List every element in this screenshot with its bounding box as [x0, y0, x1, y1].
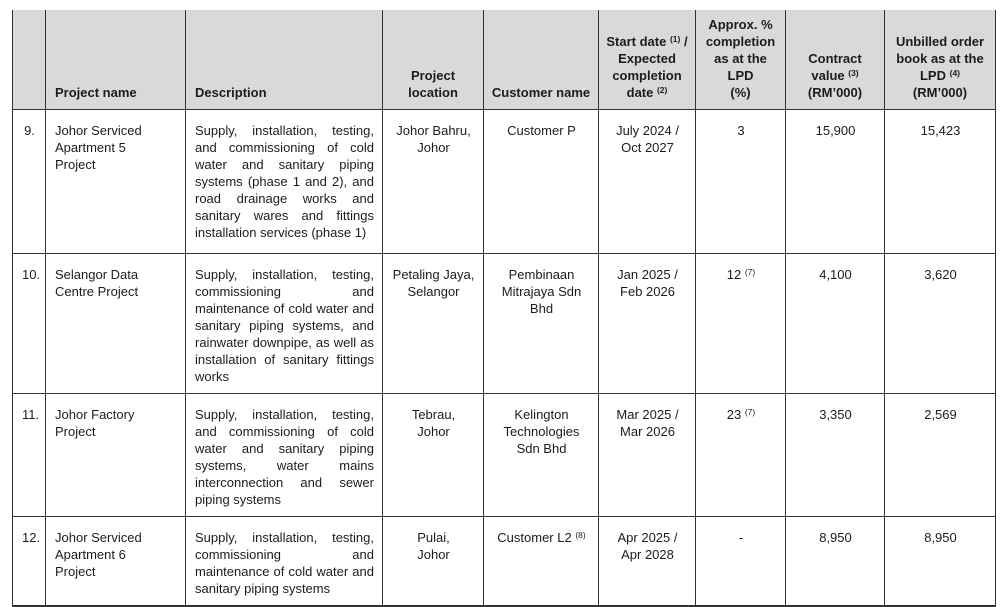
customer-name-cell: Customer L2 (8) [483, 516, 599, 607]
project-location-cell: Johor Bahru, Johor [382, 109, 484, 254]
unbilled-order-book-cell: 2,569 [884, 393, 996, 517]
project-name-cell: Selangor Data Centre Project [45, 253, 186, 394]
description-cell: Supply, installation, testing, commissio… [185, 516, 383, 607]
document-page: Project name Description Project locatio… [12, 10, 996, 607]
th-start-expected-date: Start date (1) / Expected completion dat… [598, 10, 696, 110]
description-cell: Supply, installation, testing, and commi… [185, 109, 383, 254]
project-location-cell: Pulai, Johor [382, 516, 484, 607]
th-project-location: Project location [382, 10, 484, 110]
table-row: 11. Johor Factory Project Supply, instal… [12, 393, 996, 517]
dates-cell: July 2024 / Oct 2027 [598, 109, 696, 254]
th-description: Description [185, 10, 383, 110]
percent-completion-cell: 3 [695, 109, 786, 254]
unbilled-order-book-cell: 8,950 [884, 516, 996, 607]
table-row: 9. Johor Serviced Apartment 5 Project Su… [12, 109, 996, 254]
table-body: 9. Johor Serviced Apartment 5 Project Su… [12, 109, 996, 607]
dates-cell: Mar 2025 / Mar 2026 [598, 393, 696, 517]
contract-value-cell: 8,950 [785, 516, 885, 607]
row-number-cell: 12. [12, 516, 46, 607]
table-row: 12. Johor Serviced Apartment 6 Project S… [12, 516, 996, 607]
table-row: 10. Selangor Data Centre Project Supply,… [12, 253, 996, 394]
project-name-cell: Johor Serviced Apartment 5 Project [45, 109, 186, 254]
th-customer-name: Customer name [483, 10, 599, 110]
contract-value-cell: 15,900 [785, 109, 885, 254]
unbilled-order-book-cell: 3,620 [884, 253, 996, 394]
percent-completion-cell: 23 (7) [695, 393, 786, 517]
description-cell: Supply, installation, testing, commissio… [185, 253, 383, 394]
customer-name-cell: Kelington Technologies Sdn Bhd [483, 393, 599, 517]
percent-completion-cell: 12 (7) [695, 253, 786, 394]
project-location-cell: Petaling Jaya, Selangor [382, 253, 484, 394]
header-row: Project name Description Project locatio… [12, 10, 996, 110]
project-location-cell: Tebrau, Johor [382, 393, 484, 517]
contract-value-cell: 4,100 [785, 253, 885, 394]
th-row-number [12, 10, 46, 110]
row-number-cell: 11. [12, 393, 46, 517]
description-cell: Supply, installation, testing, and commi… [185, 393, 383, 517]
unbilled-order-book-cell: 15,423 [884, 109, 996, 254]
dates-cell: Apr 2025 / Apr 2028 [598, 516, 696, 607]
th-percent-completion: Approx. % completion as at the LPD (%) [695, 10, 786, 110]
project-name-cell: Johor Serviced Apartment 6 Project [45, 516, 186, 607]
percent-completion-cell: - [695, 516, 786, 607]
table-header: Project name Description Project locatio… [12, 10, 996, 110]
row-number-cell: 9. [12, 109, 46, 254]
th-project-name: Project name [45, 10, 186, 110]
th-contract-value: Contract value (3) (RM’000) [785, 10, 885, 110]
customer-name-cell: Customer P [483, 109, 599, 254]
th-unbilled-order-book: Unbilled order book as at the LPD (4) (R… [884, 10, 996, 110]
project-name-cell: Johor Factory Project [45, 393, 186, 517]
contract-value-cell: 3,350 [785, 393, 885, 517]
row-number-cell: 10. [12, 253, 46, 394]
dates-cell: Jan 2025 / Feb 2026 [598, 253, 696, 394]
projects-table: Project name Description Project locatio… [12, 10, 996, 607]
customer-name-cell: Pembinaan Mitrajaya Sdn Bhd [483, 253, 599, 394]
